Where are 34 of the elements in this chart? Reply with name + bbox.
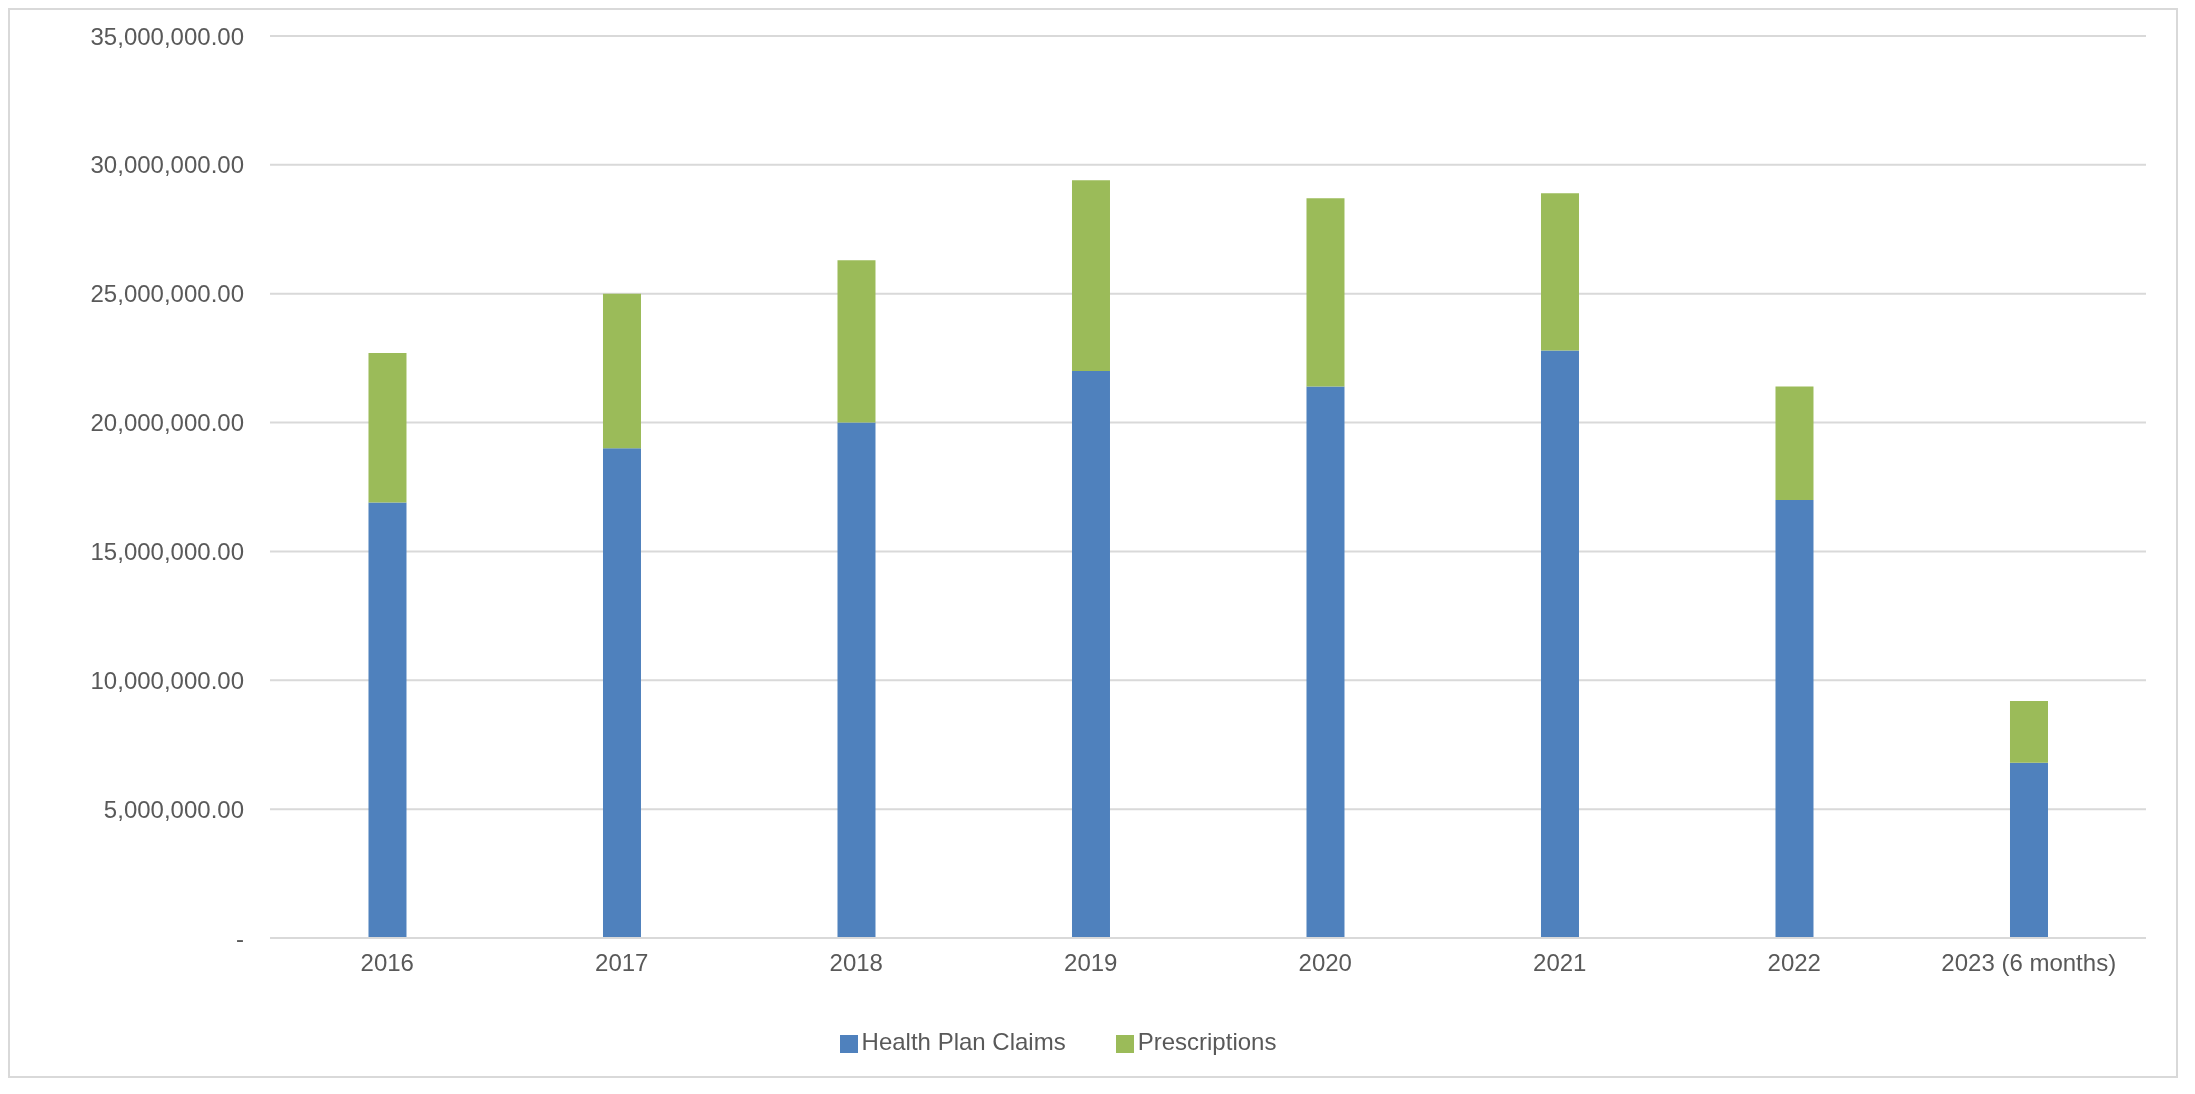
y-tick-label: 25,000,000.00 xyxy=(90,280,244,308)
bar xyxy=(1775,386,1814,500)
x-tick-label: 2016 xyxy=(360,949,414,977)
bar xyxy=(1306,198,1345,387)
bar xyxy=(837,422,876,938)
bar xyxy=(368,352,407,503)
bar xyxy=(1540,193,1579,351)
y-tick-label: - xyxy=(236,924,244,952)
x-tick-label: 2023 (6 months) xyxy=(1941,949,2117,977)
legend-label: Prescriptions xyxy=(1137,1028,1277,1055)
bar xyxy=(837,260,876,423)
y-tick-label: 15,000,000.00 xyxy=(90,537,244,565)
legend-label: Health Plan Claims xyxy=(861,1028,1066,1055)
bar xyxy=(2009,762,2048,938)
y-tick-label: 5,000,000.00 xyxy=(103,795,244,823)
bar xyxy=(2009,700,2048,763)
bar xyxy=(368,502,407,938)
bar xyxy=(1071,371,1110,938)
x-tick-label: 2020 xyxy=(1298,949,1352,977)
bar xyxy=(1775,499,1814,938)
bar xyxy=(1071,180,1110,372)
x-tick-label: 2018 xyxy=(829,949,883,977)
x-tick-label: 2021 xyxy=(1533,949,1587,977)
y-tick-label: 30,000,000.00 xyxy=(90,151,244,179)
x-tick-label: 2019 xyxy=(1064,949,1118,977)
x-tick-label: 2022 xyxy=(1767,949,1821,977)
y-tick-label: 35,000,000.00 xyxy=(90,22,244,50)
y-tick-label: 10,000,000.00 xyxy=(90,666,244,694)
bar xyxy=(602,448,641,938)
bar xyxy=(1540,350,1579,938)
bar xyxy=(1306,386,1345,938)
y-tick-label: 20,000,000.00 xyxy=(90,409,244,437)
bar xyxy=(602,293,641,449)
x-tick-label: 2017 xyxy=(595,949,649,977)
